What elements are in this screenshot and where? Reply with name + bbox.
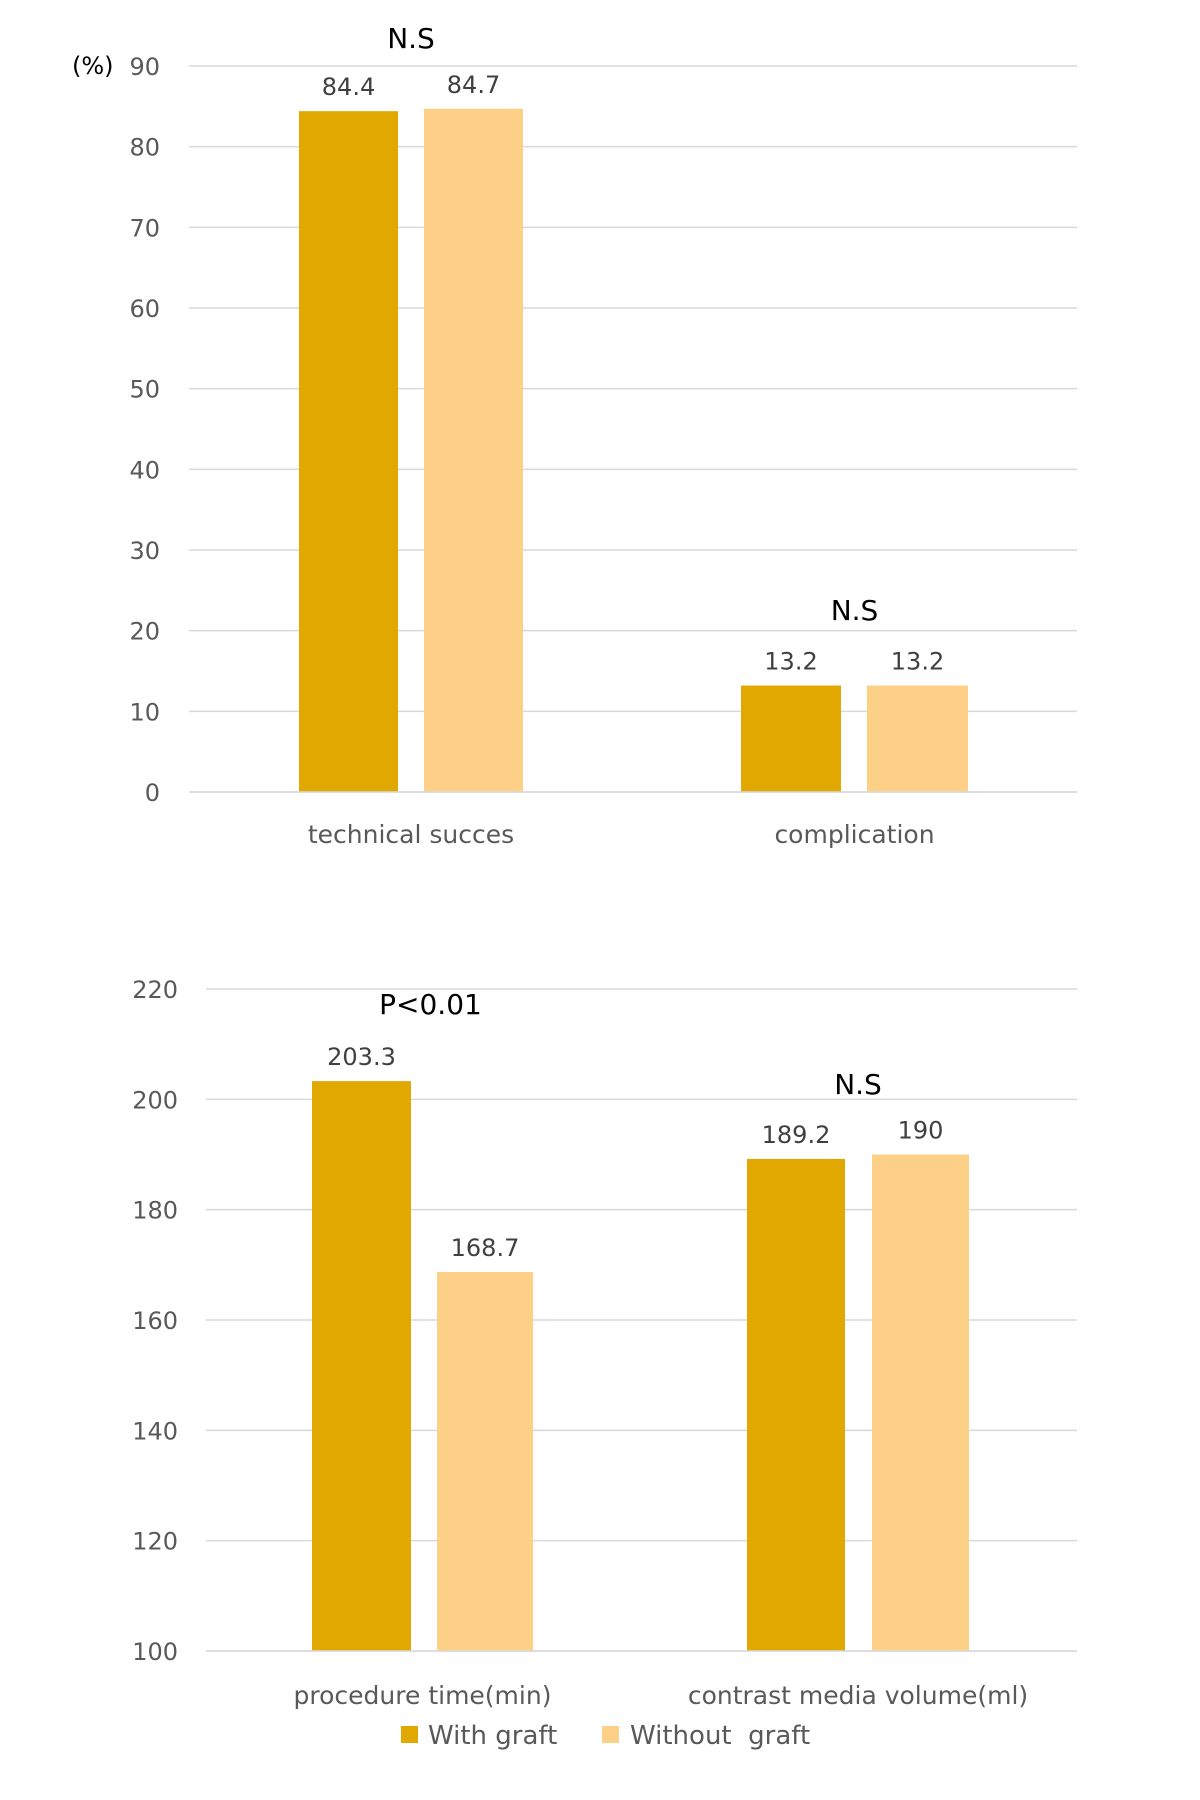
bar-with-graft (747, 1158, 845, 1651)
data-label: 84.7 (447, 71, 500, 99)
data-label: 189.2 (762, 1121, 831, 1149)
chart-bottom-time-volume: 100 120 140 160 180 200 220 203.3 168.7 procedure… (132, 976, 1077, 1710)
legend-swatch-without-graft (602, 1726, 619, 1743)
bar-with-graft (299, 111, 398, 792)
significance-annotation: N.S (387, 22, 435, 55)
y-tick-label: 140 (132, 1417, 178, 1445)
y-tick-label: 70 (129, 214, 160, 242)
y-tick-label: 100 (132, 1638, 178, 1666)
data-label: 84.4 (322, 73, 375, 101)
y-axis-unit-label: (%) (72, 52, 114, 80)
y-tick-label: 0 (145, 779, 160, 807)
y-tick-label: 50 (129, 376, 160, 404)
category-label: technical succes (308, 820, 514, 849)
category-label: complication (774, 820, 934, 849)
y-tick-label: 60 (129, 295, 160, 323)
data-label: 203.3 (327, 1043, 396, 1071)
chart-top-percent: 0 10 20 30 40 50 60 70 80 90 84.4 84.7 technical suc… (129, 22, 1077, 849)
category-label: procedure time(min) (294, 1681, 552, 1710)
legend-label-with-graft: With graft (428, 1721, 557, 1751)
y-tick-label: 90 (129, 53, 160, 81)
y-tick-label: 30 (129, 537, 160, 565)
data-label: 13.2 (764, 648, 817, 676)
category-label: contrast media volume(ml) (688, 1681, 1028, 1710)
y-tick-label: 220 (132, 976, 178, 1004)
data-label: 13.2 (891, 648, 944, 676)
y-tick-label: 180 (132, 1197, 178, 1225)
bar-without-graft (872, 1154, 969, 1651)
data-label: 168.7 (451, 1234, 520, 1262)
y-tick-label: 40 (129, 456, 160, 484)
legend: With graft Without graft (401, 1721, 810, 1751)
legend-label-without-graft: Without graft (630, 1721, 810, 1751)
bar-with-graft (312, 1081, 411, 1651)
data-label: 190 (898, 1117, 944, 1145)
y-tick-label: 20 (129, 618, 160, 646)
significance-annotation: P<0.01 (379, 988, 482, 1021)
bar-without-graft (437, 1272, 533, 1651)
y-tick-label: 120 (132, 1528, 178, 1556)
y-tick-label: 200 (132, 1086, 178, 1114)
legend-swatch-with-graft (401, 1726, 418, 1743)
y-tick-label: 80 (129, 134, 160, 162)
bar-with-graft (741, 685, 841, 792)
y-tick-label: 160 (132, 1307, 178, 1335)
bar-without-graft (867, 685, 968, 792)
significance-annotation: N.S (831, 594, 879, 627)
significance-annotation: N.S (834, 1068, 882, 1101)
bar-without-graft (424, 108, 523, 792)
y-tick-label: 10 (129, 698, 160, 726)
